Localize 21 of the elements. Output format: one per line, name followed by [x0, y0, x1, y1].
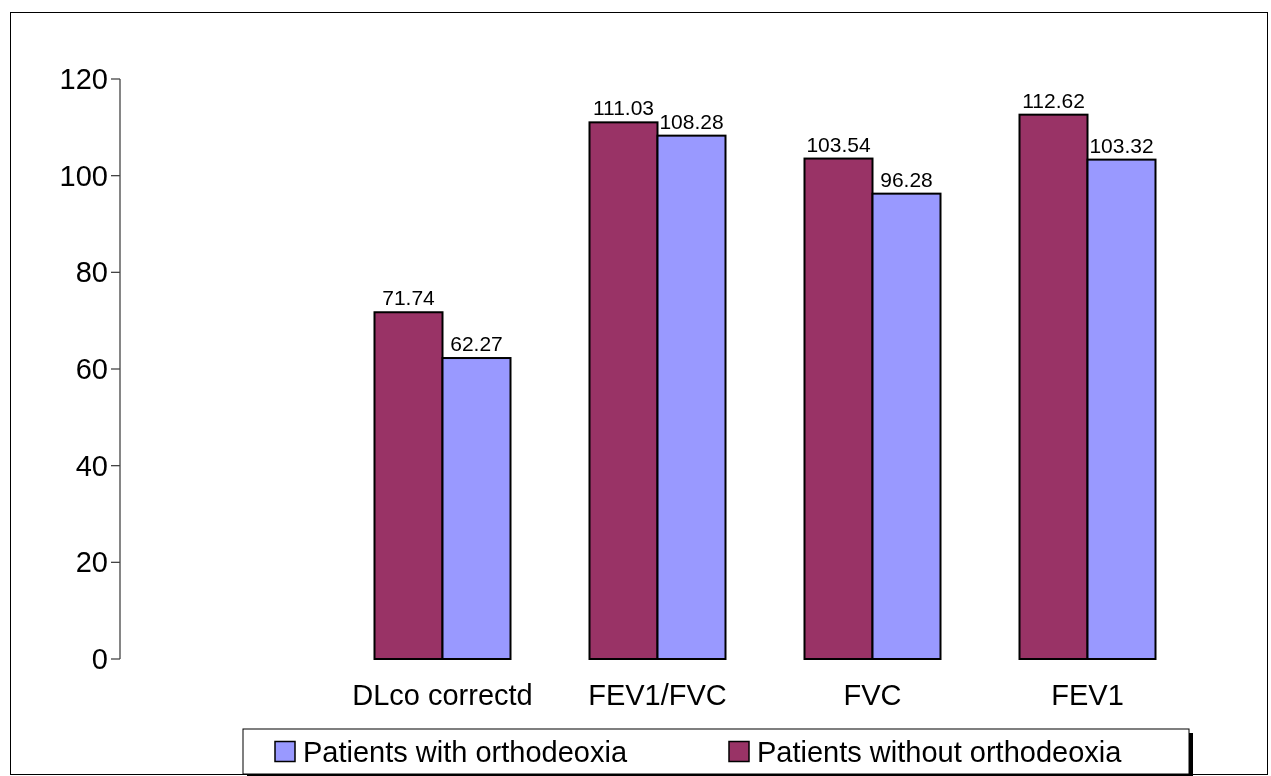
data-label: 112.62	[1022, 88, 1085, 112]
x-tick-label: FVC	[843, 679, 902, 711]
data-label: 103.54	[806, 132, 871, 156]
x-tick-label: FEV1	[1051, 679, 1124, 711]
y-tick-label: 100	[59, 159, 108, 192]
data-label: 96.28	[880, 167, 933, 191]
y-tick-label: 80	[75, 256, 108, 289]
data-label: 62.27	[450, 332, 503, 356]
data-label: 111.03	[592, 96, 655, 120]
x-tick-label: FEV1/FVC	[588, 679, 727, 711]
y-tick-label: 120	[59, 63, 108, 96]
data-label: 103.32	[1089, 133, 1154, 157]
data-label: 71.74	[382, 286, 436, 310]
legend-label: Patients without orthodeoxia	[757, 735, 1123, 768]
y-tick-label: 20	[75, 546, 108, 579]
x-tick-label: DLco correctd	[352, 679, 533, 711]
y-tick-label: 60	[75, 353, 108, 386]
y-tick-label: 40	[75, 449, 108, 482]
y-tick-label: 0	[91, 643, 108, 676]
legend-label: Patients with orthodeoxia	[303, 735, 628, 768]
data-label: 108.28	[659, 109, 724, 133]
